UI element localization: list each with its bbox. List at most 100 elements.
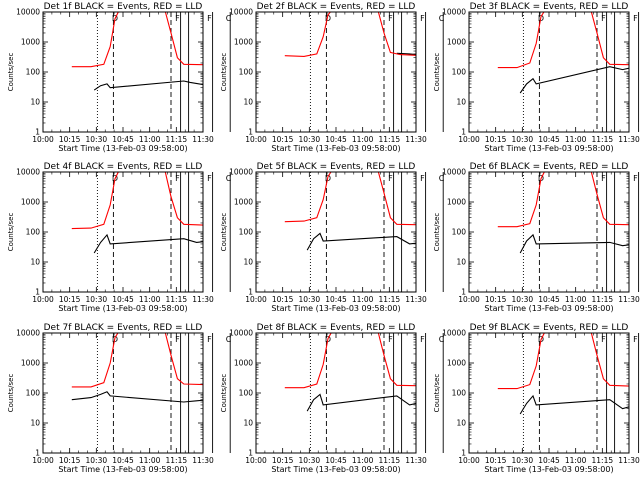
panel-title: Det 4f BLACK = Events, RED = LLD <box>44 162 203 172</box>
lld-series-line <box>71 333 203 388</box>
x-tick-label: 10:45 <box>538 135 560 144</box>
y-axis-label: Counts/sec <box>220 374 228 413</box>
panel-title: Det 8f BLACK = Events, RED = LLD <box>257 323 416 333</box>
y-tick-label: 1000 <box>447 38 466 47</box>
y-tick-label: 1000 <box>234 359 253 368</box>
x-tick-label: 11:15 <box>166 456 188 465</box>
x-axis-label: Start Time (13-Feb-03 09:58:00) <box>484 144 613 153</box>
plot-frame <box>255 11 417 133</box>
y-tick-label: 10000 <box>229 8 253 17</box>
plot-frame <box>255 171 417 293</box>
x-axis-label: Start Time (13-Feb-03 09:58:00) <box>271 304 400 313</box>
y-tick-label: 10 <box>30 98 40 107</box>
x-tick-label: 10:15 <box>272 456 294 465</box>
y-tick-label: 10000 <box>442 8 466 17</box>
x-tick-label: 11:30 <box>405 456 427 465</box>
y-tick-label: 100 <box>239 389 254 398</box>
y-tick-label: 100 <box>26 389 41 398</box>
x-tick-label: 10:15 <box>485 456 507 465</box>
event-marker-label: C <box>439 335 445 344</box>
panel-det-6: Det 6f BLACK = Events, RED = LLDDFFC1101… <box>433 162 640 313</box>
x-tick-label: 10:00 <box>458 135 480 144</box>
lld-series-line <box>497 333 629 390</box>
x-tick-label: 11:00 <box>352 135 374 144</box>
y-tick-label: 1 <box>35 288 40 297</box>
lld-series-line <box>497 172 629 228</box>
x-tick-label: 11:30 <box>192 295 214 304</box>
x-tick-label: 11:00 <box>352 295 374 304</box>
event-marker-label: F <box>175 335 180 344</box>
y-tick-label: 100 <box>26 68 41 77</box>
event-marker-label: F <box>207 335 212 344</box>
x-axis-label: Start Time (13-Feb-03 09:58:00) <box>484 465 613 474</box>
y-tick-label: 100 <box>239 68 254 77</box>
x-tick-label: 11:00 <box>139 456 161 465</box>
x-tick-label: 10:00 <box>32 456 54 465</box>
event-marker-label: C <box>439 174 445 183</box>
y-tick-label: 100 <box>452 68 467 77</box>
panel-title: Det 3f BLACK = Events, RED = LLD <box>470 2 629 12</box>
y-tick-label: 100 <box>452 389 467 398</box>
x-tick-label: 10:45 <box>538 456 560 465</box>
y-axis-label: Counts/sec <box>7 374 15 413</box>
event-marker-label: F <box>175 14 180 23</box>
event-marker-label: F <box>601 174 606 183</box>
y-tick-label: 1 <box>248 449 253 458</box>
x-tick-label: 11:00 <box>565 135 587 144</box>
event-marker-label: F <box>633 335 638 344</box>
plot-frame <box>42 171 204 293</box>
y-tick-label: 10000 <box>229 329 253 338</box>
x-tick-label: 11:30 <box>618 135 640 144</box>
x-tick-label: 11:30 <box>192 135 214 144</box>
y-tick-label: 1000 <box>21 198 40 207</box>
event-marker-label: F <box>388 174 393 183</box>
events-series-line <box>93 233 203 254</box>
y-axis-label: Counts/sec <box>7 53 15 92</box>
x-tick-label: 10:00 <box>245 295 267 304</box>
y-tick-label: 1 <box>35 128 40 137</box>
y-tick-label: 1000 <box>447 198 466 207</box>
y-tick-label: 1000 <box>447 359 466 368</box>
panel-title: Det 2f BLACK = Events, RED = LLD <box>257 2 416 12</box>
x-tick-label: 10:15 <box>59 135 81 144</box>
event-marker-label: D <box>325 14 331 23</box>
x-tick-label: 10:15 <box>485 295 507 304</box>
x-tick-label: 10:15 <box>59 295 81 304</box>
x-tick-label: 11:15 <box>166 295 188 304</box>
x-tick-label: 11:15 <box>592 295 614 304</box>
x-tick-label: 10:00 <box>32 135 54 144</box>
event-marker-label: F <box>601 335 606 344</box>
x-tick-label: 10:45 <box>325 135 347 144</box>
x-tick-label: 10:30 <box>86 456 108 465</box>
plot-frame <box>468 171 630 293</box>
x-tick-label: 11:00 <box>139 135 161 144</box>
x-tick-label: 10:30 <box>299 295 321 304</box>
y-axis-label: Counts/sec <box>433 213 441 252</box>
y-tick-label: 1 <box>248 288 253 297</box>
y-tick-label: 10 <box>456 98 466 107</box>
x-tick-label: 10:15 <box>59 456 81 465</box>
y-tick-label: 10000 <box>16 8 40 17</box>
y-axis-label: Counts/sec <box>433 53 441 92</box>
y-axis-label: Counts/sec <box>220 53 228 92</box>
events-series-line <box>93 80 203 91</box>
x-tick-label: 10:00 <box>245 456 267 465</box>
y-tick-label: 1000 <box>21 359 40 368</box>
event-marker-label: F <box>388 335 393 344</box>
y-tick-label: 10 <box>456 419 466 428</box>
event-marker-label: F <box>633 174 638 183</box>
event-marker-label: F <box>207 174 212 183</box>
lld-series-line <box>284 12 416 57</box>
y-tick-label: 1 <box>461 128 466 137</box>
lld-series-line <box>284 172 416 226</box>
x-tick-label: 10:15 <box>272 295 294 304</box>
y-axis-label: Counts/sec <box>7 213 15 252</box>
x-tick-label: 10:00 <box>458 456 480 465</box>
x-tick-label: 11:15 <box>592 456 614 465</box>
x-tick-label: 11:00 <box>565 456 587 465</box>
x-tick-label: 11:15 <box>379 295 401 304</box>
y-tick-label: 1 <box>248 128 253 137</box>
x-axis-label: Start Time (13-Feb-03 09:58:00) <box>58 465 187 474</box>
y-tick-label: 10 <box>30 419 40 428</box>
